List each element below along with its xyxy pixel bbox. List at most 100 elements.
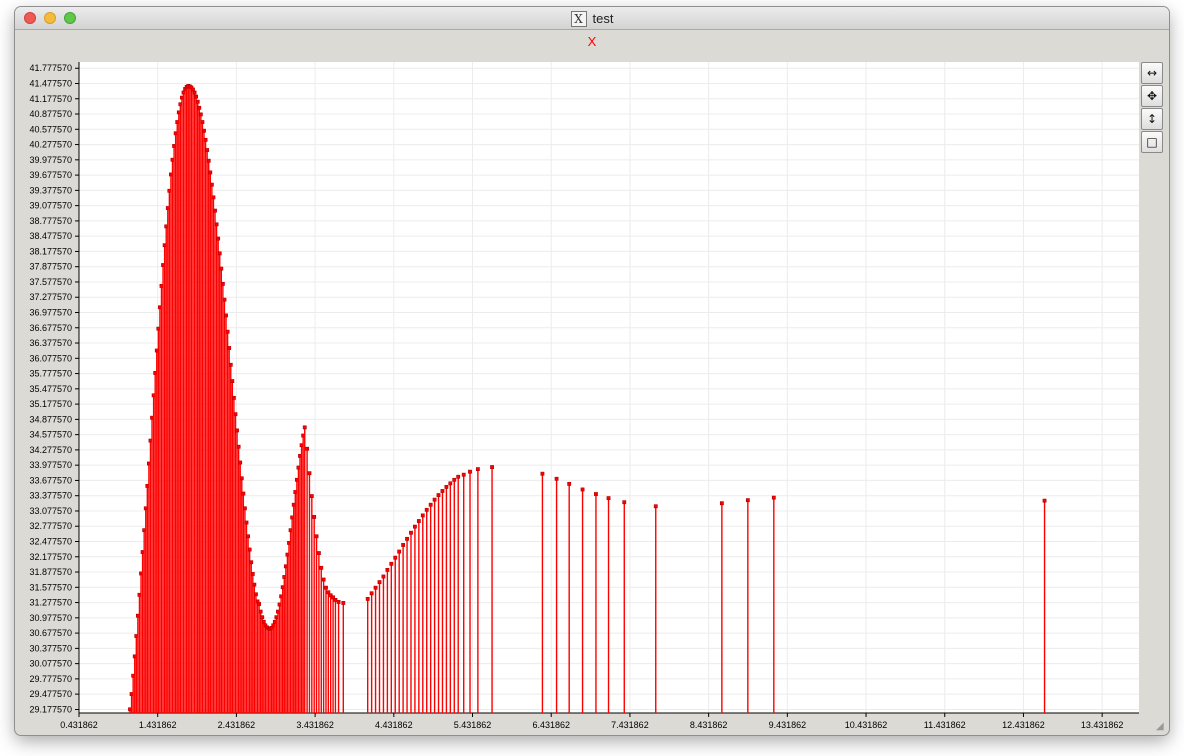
y-tick-label: 35.777570 [29, 369, 72, 379]
stem-marker [1043, 499, 1046, 502]
stem-marker [204, 138, 207, 141]
y-tick-label: 33.977570 [29, 460, 72, 470]
reset-view-button[interactable]: □ [1141, 131, 1163, 153]
x-tick-label: 9.431862 [769, 720, 807, 730]
y-tick-label: 32.177570 [29, 552, 72, 562]
stem-marker [378, 580, 381, 583]
y-tick-label: 40.877570 [29, 109, 72, 119]
y-tick-label: 34.877570 [29, 414, 72, 424]
x-tick-label: 0.431862 [60, 720, 98, 730]
stem-marker [259, 610, 262, 613]
y-tick-label: 39.677570 [29, 170, 72, 180]
stem-marker [305, 447, 308, 450]
stem-marker [239, 461, 242, 464]
y-tick-label: 30.377570 [29, 643, 72, 653]
stem-marker [370, 592, 373, 595]
x-tick-label: 3.431862 [296, 720, 334, 730]
zoom-vertical-button[interactable]: ↕ [1141, 108, 1163, 130]
x-tick-label: 7.431862 [611, 720, 649, 730]
y-tick-label: 32.777570 [29, 521, 72, 531]
stem-marker [218, 252, 221, 255]
stem-marker [202, 129, 205, 132]
stem-marker [235, 429, 238, 432]
y-tick-label: 41.777570 [29, 63, 72, 73]
stem-marker [191, 88, 194, 91]
stem-marker [468, 470, 471, 473]
stem-marker [568, 482, 571, 485]
stem-marker [445, 485, 448, 488]
y-tick-label: 41.177570 [29, 94, 72, 104]
stem-marker [303, 426, 306, 429]
plot-toolbar: ↔ ✥ ↕ □ [1141, 62, 1165, 154]
stem-marker [207, 159, 210, 162]
resize-grip-icon[interactable]: ◢ [1156, 722, 1166, 732]
stem-marker [250, 561, 253, 564]
stem-marker [490, 465, 493, 468]
stem-marker [310, 494, 313, 497]
y-tick-label: 30.077570 [29, 659, 72, 669]
stem-marker [224, 314, 227, 317]
stem-marker [210, 183, 213, 186]
stem-marker [228, 346, 231, 349]
x-tick-label: 12.431862 [1002, 720, 1045, 730]
stem-marker [240, 477, 243, 480]
stem-marker [476, 468, 479, 471]
stem-chart[interactable]: 29.177570 29.477570 29.777570 30.077570 30.3… [15, 7, 1169, 735]
y-tick-label: 29.177570 [29, 704, 72, 714]
stem-marker [449, 482, 452, 485]
stem-marker [390, 562, 393, 565]
stem-marker [246, 535, 249, 538]
y-tick-label: 38.777570 [29, 216, 72, 226]
y-tick-label: 29.777570 [29, 674, 72, 684]
y-tick-label: 40.277570 [29, 140, 72, 150]
x-tick-label: 13.431862 [1081, 720, 1124, 730]
x-tick-label: 6.431862 [532, 720, 570, 730]
y-tick-label: 36.077570 [29, 353, 72, 363]
zoom-horizontal-button[interactable]: ↔ [1141, 62, 1163, 84]
stem-marker [623, 501, 626, 504]
pan-button[interactable]: ✥ [1141, 85, 1163, 107]
stem-marker [462, 473, 465, 476]
stem-marker [245, 521, 248, 524]
stem-marker [320, 566, 323, 569]
pan-icon: ✥ [1147, 89, 1157, 103]
stem-marker [581, 488, 584, 491]
y-tick-label: 34.277570 [29, 445, 72, 455]
stem-marker [201, 120, 204, 123]
stem-marker [313, 515, 316, 518]
stem-marker [229, 363, 232, 366]
stem-marker [223, 298, 226, 301]
y-tick-label: 30.977570 [29, 613, 72, 623]
stem-marker [221, 282, 224, 285]
stem-marker [417, 519, 420, 522]
stem-marker [555, 477, 558, 480]
y-tick-label: 33.377570 [29, 491, 72, 501]
x-tick-label: 11.431862 [924, 720, 966, 730]
stem-marker [261, 616, 264, 619]
y-tick-label: 38.477570 [29, 231, 72, 241]
stem-marker [196, 100, 199, 103]
stem-marker [334, 598, 337, 601]
y-tick-label: 33.077570 [29, 506, 72, 516]
y-tick-label: 39.377570 [29, 185, 72, 195]
y-tick-label: 38.177570 [29, 246, 72, 256]
x-tick-label: 10.431862 [845, 720, 888, 730]
y-tick-label: 32.477570 [29, 537, 72, 547]
stem-marker [342, 601, 345, 604]
stem-marker [654, 505, 657, 508]
stem-marker [772, 496, 775, 499]
y-tick-label: 33.677570 [29, 475, 72, 485]
stem-marker [251, 572, 254, 575]
stem-marker [374, 586, 377, 589]
reset-view-icon: □ [1146, 135, 1157, 149]
stem-marker [398, 550, 401, 553]
y-tick-label: 39.977570 [29, 155, 72, 165]
x-tick-label: 8.431862 [690, 720, 728, 730]
stem-marker [193, 91, 196, 94]
y-tick-label: 35.177570 [29, 399, 72, 409]
stem-marker [317, 551, 320, 554]
stem-marker [425, 508, 428, 511]
y-tick-label: 31.577570 [29, 582, 72, 592]
y-tick-label: 36.677570 [29, 323, 72, 333]
stem-marker [327, 591, 330, 594]
